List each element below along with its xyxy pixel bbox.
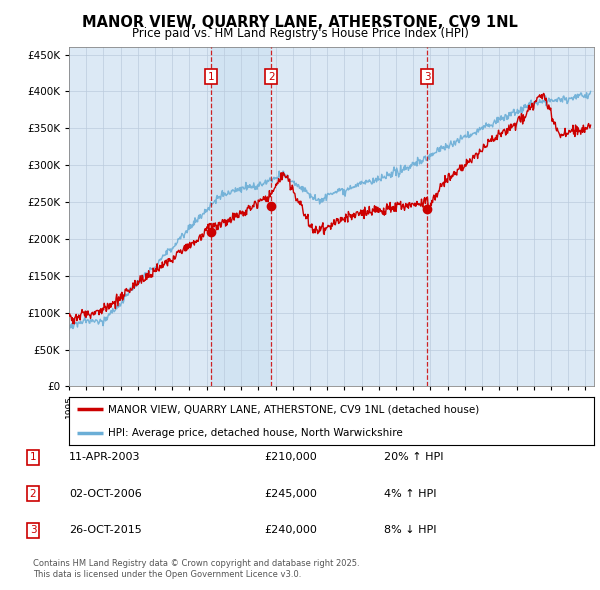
Text: £245,000: £245,000 — [264, 489, 317, 499]
Text: MANOR VIEW, QUARRY LANE, ATHERSTONE, CV9 1NL (detached house): MANOR VIEW, QUARRY LANE, ATHERSTONE, CV9… — [109, 404, 479, 414]
Text: £210,000: £210,000 — [264, 453, 317, 462]
Text: 26-OCT-2015: 26-OCT-2015 — [69, 526, 142, 535]
Text: £240,000: £240,000 — [264, 526, 317, 535]
Text: 3: 3 — [29, 526, 37, 535]
Text: Price paid vs. HM Land Registry's House Price Index (HPI): Price paid vs. HM Land Registry's House … — [131, 27, 469, 40]
Text: 8% ↓ HPI: 8% ↓ HPI — [384, 526, 437, 535]
Text: 11-APR-2003: 11-APR-2003 — [69, 453, 140, 462]
Text: HPI: Average price, detached house, North Warwickshire: HPI: Average price, detached house, Nort… — [109, 428, 403, 438]
Text: 1: 1 — [29, 453, 37, 462]
Text: 4% ↑ HPI: 4% ↑ HPI — [384, 489, 437, 499]
Text: MANOR VIEW, QUARRY LANE, ATHERSTONE, CV9 1NL: MANOR VIEW, QUARRY LANE, ATHERSTONE, CV9… — [82, 15, 518, 30]
Text: 2: 2 — [268, 72, 275, 81]
Bar — [211, 47, 271, 386]
Text: 1: 1 — [208, 72, 215, 81]
Text: 3: 3 — [424, 72, 431, 81]
Text: Contains HM Land Registry data © Crown copyright and database right 2025.
This d: Contains HM Land Registry data © Crown c… — [33, 559, 359, 579]
Text: 2: 2 — [29, 489, 37, 499]
Text: 02-OCT-2006: 02-OCT-2006 — [69, 489, 142, 499]
Text: 20% ↑ HPI: 20% ↑ HPI — [384, 453, 443, 462]
